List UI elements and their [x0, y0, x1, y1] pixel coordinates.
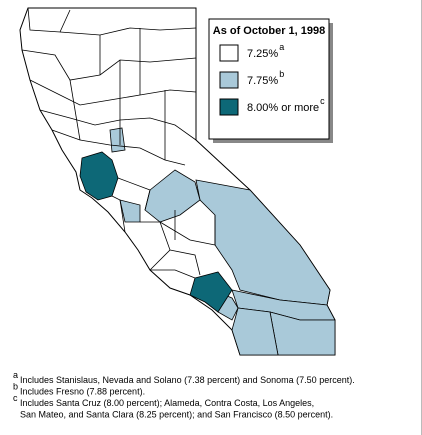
- legend-title: As of October 1, 1998: [213, 25, 326, 37]
- footnote-mark: b: [13, 382, 18, 392]
- footnote-text: Includes Stanislaus, Nevada and Solano (…: [20, 375, 355, 385]
- county: [144, 169, 201, 223]
- county: [189, 271, 233, 313]
- footnote-text: Includes Fresno (7.88 percent).: [20, 387, 145, 397]
- footnotes: a Includes Stanislaus, Nevada and Solano …: [13, 370, 355, 420]
- legend-swatch: [219, 71, 239, 89]
- county-lines: [21, 7, 216, 279]
- legend-swatch: [219, 44, 239, 62]
- legend-note: c: [320, 96, 325, 106]
- footnote-mark: a: [13, 370, 18, 380]
- county: [109, 127, 126, 153]
- legend-note: b: [279, 69, 284, 79]
- legend-note: a: [279, 42, 284, 52]
- footnote-text: San Mateo, and Santa Clara (8.25 percent…: [20, 410, 333, 420]
- legend-label: 8.00% or more: [247, 102, 319, 114]
- county: [231, 307, 279, 356]
- legend-swatch: [219, 98, 239, 116]
- county: [195, 179, 331, 306]
- footnote-mark: c: [13, 393, 18, 403]
- legend-label: 7.75%: [247, 75, 278, 87]
- legend-label: 7.25%: [247, 48, 278, 60]
- footnote-text: Includes Santa Cruz (8.00 percent); Alam…: [20, 398, 314, 408]
